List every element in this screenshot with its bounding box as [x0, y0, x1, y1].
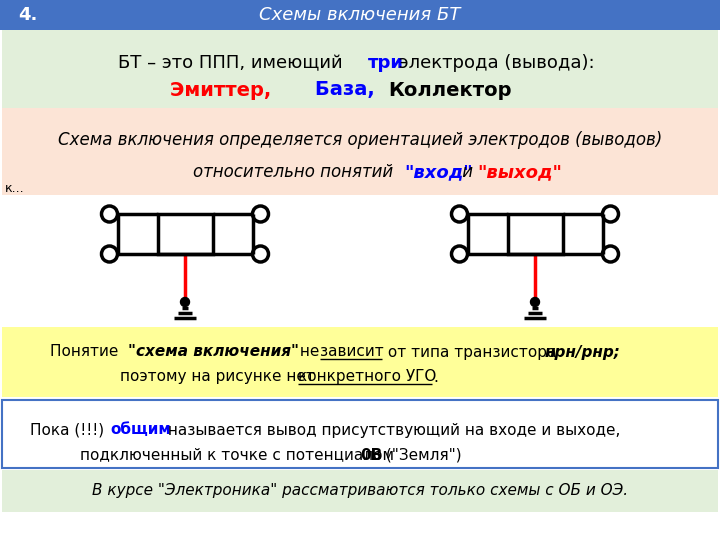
Circle shape: [531, 298, 539, 307]
Circle shape: [181, 298, 189, 307]
Text: БТ – это ППП, имеющий: БТ – это ППП, имеющий: [118, 54, 348, 72]
Text: поэтому на рисунке нет: поэтому на рисунке нет: [120, 369, 320, 384]
Text: 4.: 4.: [18, 6, 37, 24]
Text: "вход": "вход": [404, 163, 472, 181]
Bar: [2, 400, 718, 468]
Text: к...: к...: [5, 183, 24, 195]
Text: не: не: [295, 345, 324, 360]
Text: 0В: 0В: [360, 448, 382, 462]
Text: нрн/рнр;: нрн/рнр;: [545, 345, 621, 360]
Text: "выход": "выход": [477, 163, 562, 181]
Text: "схема включения": "схема включения": [128, 345, 299, 360]
Bar: [0, 0, 720, 30]
Text: электрода (вывода):: электрода (вывода):: [393, 54, 595, 72]
Text: Понятие: Понятие: [50, 345, 123, 360]
Text: подключенный к точке с потенциалом: подключенный к точке с потенциалом: [80, 448, 399, 462]
Text: Коллектор: Коллектор: [388, 80, 511, 99]
Text: Схемы включения БТ: Схемы включения БТ: [259, 6, 461, 24]
Text: ("Земля"): ("Земля"): [381, 448, 462, 462]
Text: База,: База,: [315, 80, 382, 99]
Text: общим: общим: [110, 422, 171, 437]
Bar: [2, 327, 718, 397]
Text: .: .: [433, 369, 438, 384]
Bar: [2, 108, 718, 195]
Text: и: и: [457, 163, 478, 181]
Bar: [508, 214, 562, 254]
Text: Схема включения определяется ориентацией электродов (выводов): Схема включения определяется ориентацией…: [58, 131, 662, 149]
Text: зависит: зависит: [320, 345, 384, 360]
Text: Пока (!!!): Пока (!!!): [30, 422, 109, 437]
Bar: [2, 30, 718, 108]
Text: Эмиттер,: Эмиттер,: [170, 80, 278, 99]
Text: от типа транзистора: от типа транзистора: [383, 345, 562, 360]
Text: В курсе "Электроника" рассматриваются только схемы с ОБ и ОЭ.: В курсе "Электроника" рассматриваются то…: [92, 483, 628, 498]
Bar: [2, 470, 718, 512]
Text: относительно понятий: относительно понятий: [193, 163, 398, 181]
Bar: [158, 214, 212, 254]
Text: три: три: [368, 54, 404, 72]
Text: называется вывод присутствующий на входе и выходе,: называется вывод присутствующий на входе…: [163, 422, 621, 437]
Text: конкретного УГО: конкретного УГО: [298, 369, 436, 384]
Bar: [2, 195, 718, 325]
